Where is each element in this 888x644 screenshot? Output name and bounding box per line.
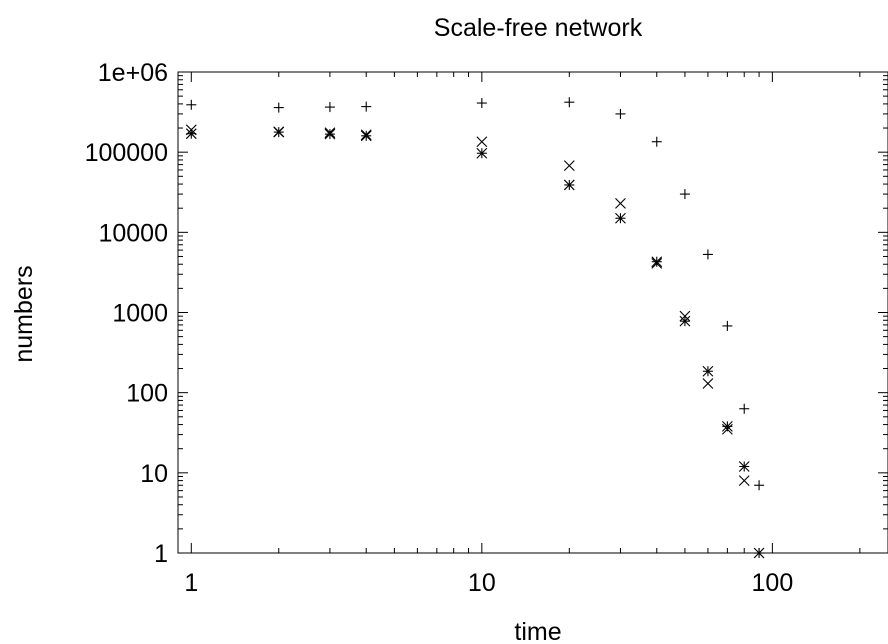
- y-tick-label: 1000: [112, 300, 168, 328]
- point-star-marker: [702, 365, 714, 377]
- point-star-marker: [273, 126, 285, 138]
- point-star-marker: [753, 547, 765, 559]
- point-plus-marker: [324, 102, 335, 113]
- point-star-marker: [476, 147, 488, 159]
- point-plus-marker: [702, 249, 713, 260]
- point-star-marker: [185, 128, 197, 140]
- x-axis-label: time: [514, 618, 561, 644]
- point-star-marker: [738, 461, 750, 472]
- y-tick-label: 1e+06: [98, 59, 168, 87]
- data-points: [185, 97, 765, 559]
- point-plus-marker: [651, 136, 662, 147]
- point-plus-marker: [615, 108, 626, 119]
- plot-frame: [177, 71, 888, 554]
- point-plus-marker: [564, 97, 575, 108]
- point-plus-marker: [476, 98, 487, 109]
- axis-ticks: [178, 71, 888, 554]
- point-star-marker: [360, 130, 372, 142]
- point-star-marker: [721, 420, 733, 432]
- y-tick-label: 100000: [85, 139, 168, 167]
- point-cross-marker: [563, 160, 575, 171]
- point-star-marker: [651, 256, 663, 268]
- point-plus-marker: [679, 189, 690, 200]
- point-cross-marker: [476, 136, 488, 148]
- point-plus-marker: [754, 480, 765, 491]
- point-plus-marker: [273, 102, 284, 113]
- point-cross-marker: [615, 197, 626, 209]
- chart-title: Scale-free network: [434, 14, 643, 42]
- y-tick-labels: 1 10 100 1000 10000 100000 1e+06: [85, 59, 168, 568]
- point-cross-marker: [702, 378, 714, 389]
- y-axis-label: numbers: [10, 265, 38, 362]
- point-plus-marker: [722, 320, 733, 331]
- point-plus-marker: [361, 101, 372, 112]
- y-tick-label: 1: [154, 540, 168, 568]
- x-tick-label: 10: [468, 569, 496, 597]
- y-tick-label: 10: [140, 460, 168, 488]
- point-star-marker: [615, 212, 626, 224]
- point-star-marker: [324, 128, 336, 140]
- point-cross-marker: [738, 475, 750, 486]
- plot-border: [177, 71, 888, 554]
- y-tick-label: 100: [126, 380, 168, 408]
- x-tick-label: 1: [184, 569, 198, 597]
- x-tick-label: 100: [752, 569, 794, 597]
- x-tick-labels: 1 10 100: [184, 569, 793, 597]
- point-plus-marker: [186, 99, 197, 110]
- point-plus-marker: [739, 403, 750, 414]
- y-tick-label: 10000: [98, 219, 168, 247]
- point-star-marker: [563, 179, 575, 191]
- point-star-marker: [679, 315, 691, 327]
